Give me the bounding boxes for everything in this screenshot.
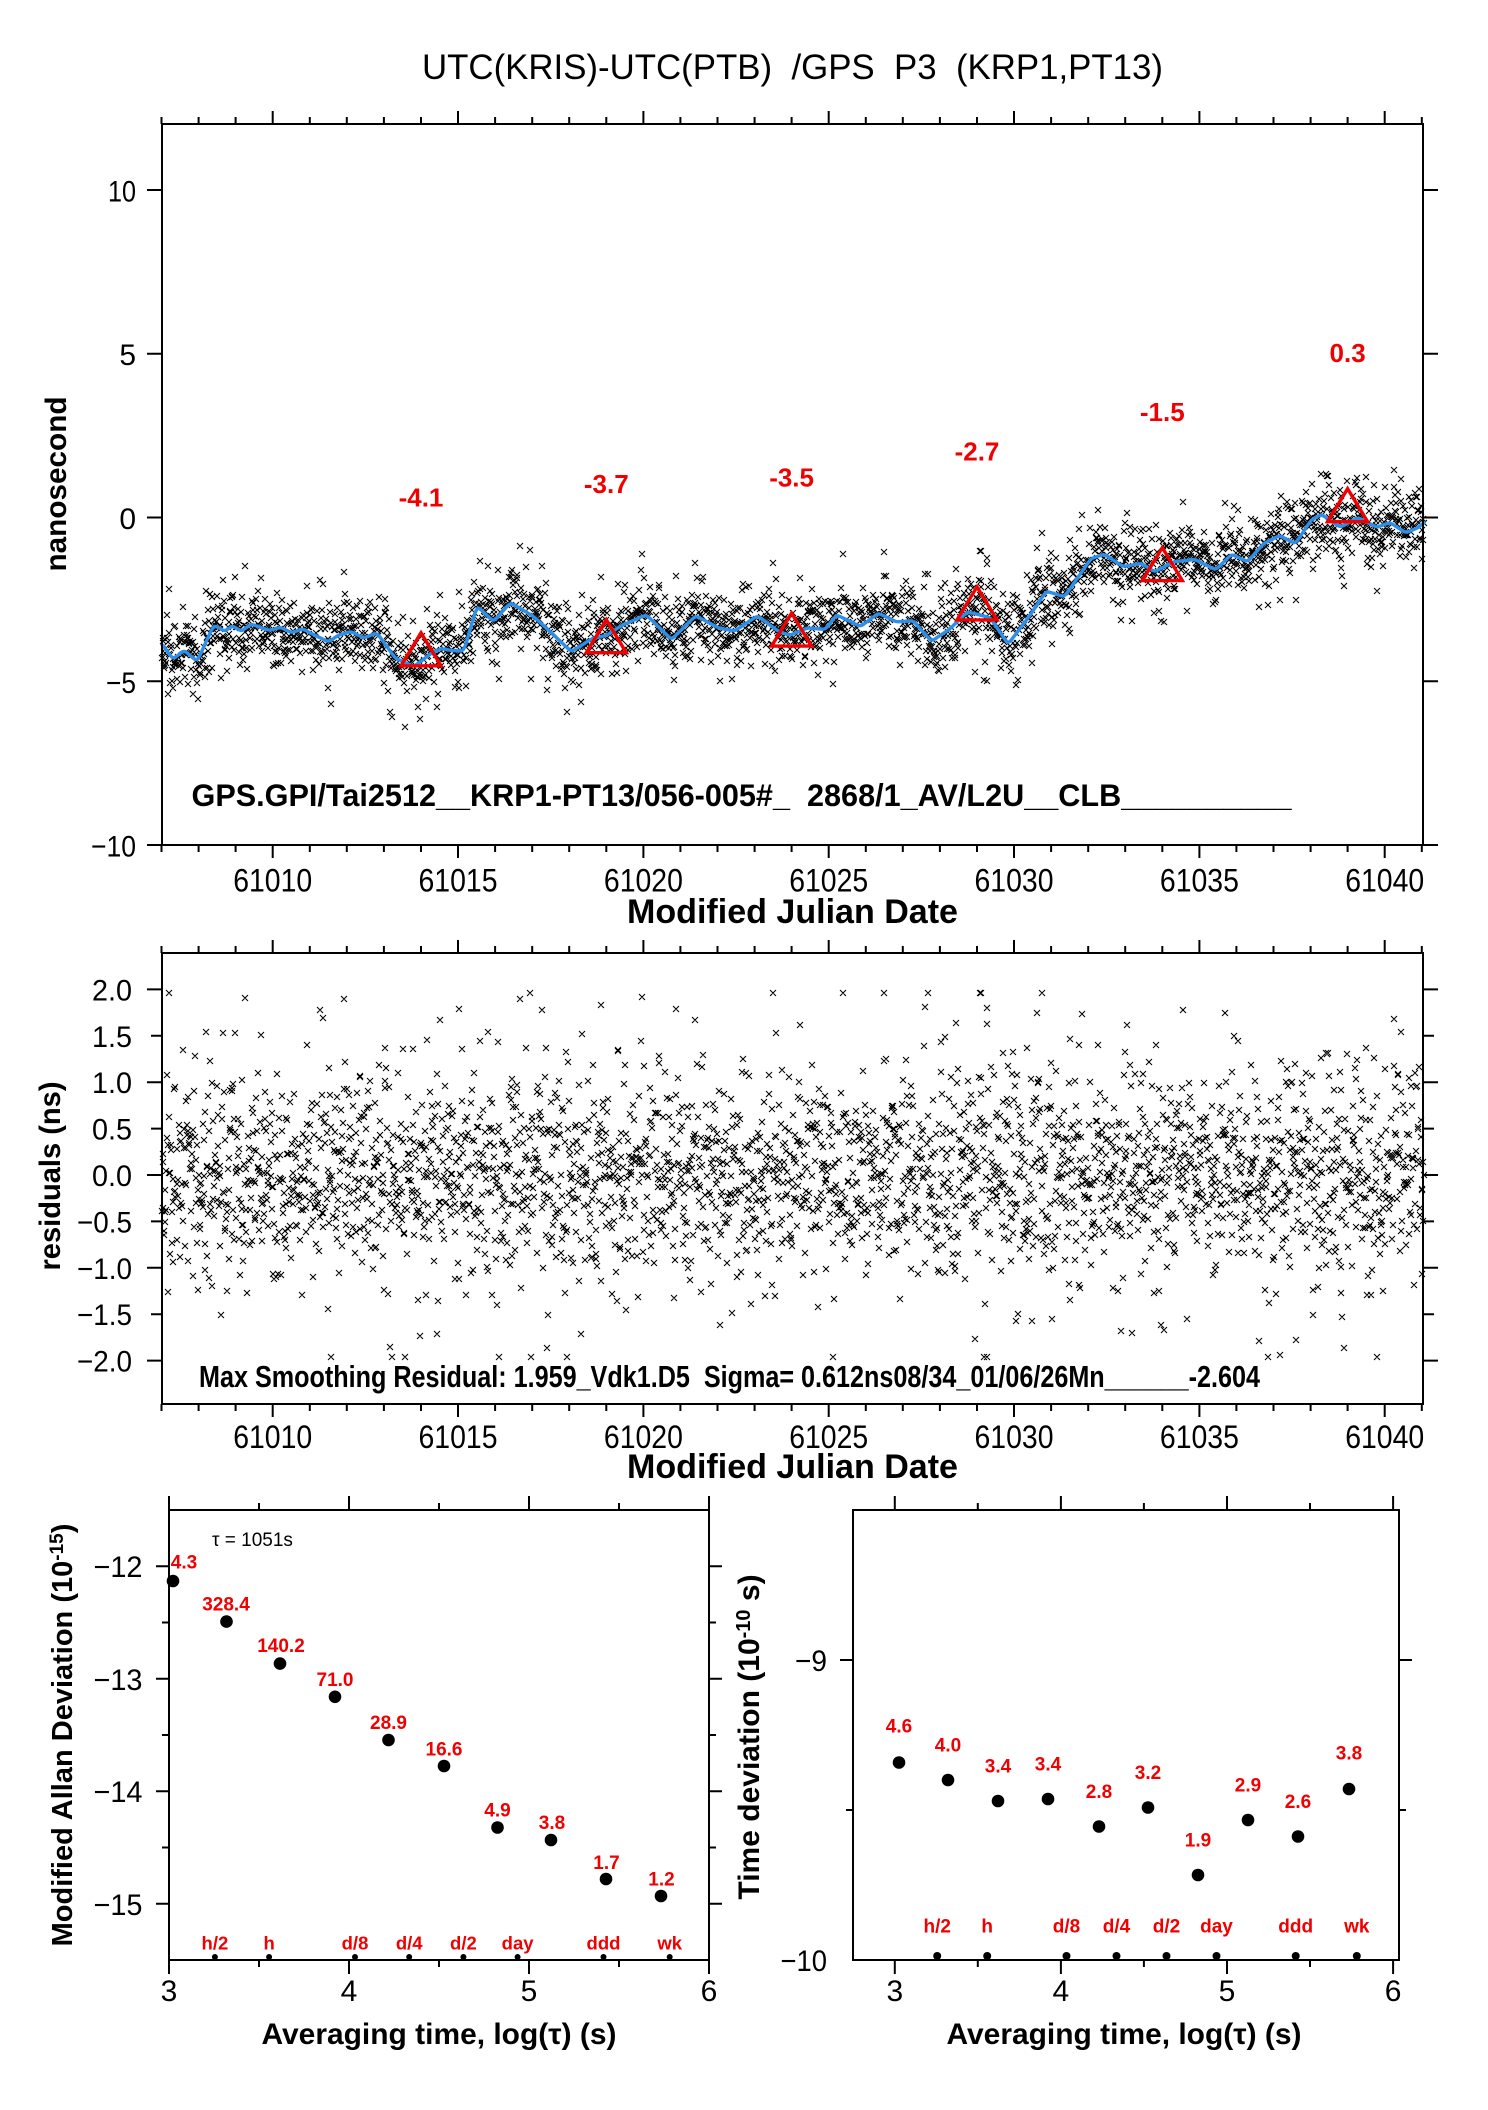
svg-text:0.0: 0.0 — [92, 1160, 132, 1193]
svg-text:3.4: 3.4 — [985, 1757, 1012, 1778]
svg-text:1.9: 1.9 — [1185, 1831, 1211, 1852]
svg-text:−10: −10 — [781, 1945, 828, 1978]
svg-text:0.3: 0.3 — [1330, 338, 1366, 368]
svg-text:4.9: 4.9 — [484, 1801, 510, 1822]
svg-text:61015: 61015 — [419, 863, 498, 899]
svg-text:−9: −9 — [795, 1645, 827, 1678]
svg-text:−13: −13 — [94, 1664, 143, 1697]
svg-text:−1.5: −1.5 — [77, 1299, 132, 1332]
svg-text:5: 5 — [1219, 1975, 1236, 2008]
svg-text:3.8: 3.8 — [1336, 1744, 1362, 1765]
svg-text:−2.0: −2.0 — [77, 1346, 132, 1379]
svg-text:1.7: 1.7 — [593, 1853, 619, 1874]
svg-text:−1.0: −1.0 — [77, 1253, 132, 1286]
svg-text:3.2: 3.2 — [1135, 1763, 1161, 1784]
svg-text:4: 4 — [1053, 1975, 1070, 2008]
svg-text:1.0: 1.0 — [92, 1067, 132, 1100]
svg-text:3.8: 3.8 — [539, 1813, 565, 1834]
svg-text:71.0: 71.0 — [317, 1670, 354, 1691]
svg-text:Averaging time, log(τ) (s): Averaging time, log(τ) (s) — [947, 2018, 1302, 2051]
svg-text:day: day — [502, 1933, 535, 1954]
svg-text:h/2: h/2 — [202, 1933, 229, 1954]
svg-text:Modified Allan Deviation (10-1: Modified Allan Deviation (10-15) — [47, 1524, 79, 1947]
svg-text:6: 6 — [701, 1975, 718, 2008]
svg-text:5: 5 — [521, 1975, 538, 2008]
svg-text:h/2: h/2 — [923, 1917, 950, 1938]
svg-text:28.9: 28.9 — [370, 1713, 407, 1734]
svg-text:nanosecond: nanosecond — [40, 397, 73, 572]
svg-text:day: day — [1200, 1917, 1233, 1938]
svg-text:61010: 61010 — [233, 1419, 312, 1455]
svg-text:2.0: 2.0 — [92, 974, 132, 1007]
svg-text:61040: 61040 — [1345, 863, 1424, 899]
svg-text:d/8: d/8 — [1053, 1917, 1080, 1938]
svg-text:Max Smoothing Residual: 1.959_: Max Smoothing Residual: 1.959_Vdk1.D5 Si… — [199, 1359, 1261, 1394]
svg-text:61035: 61035 — [1160, 863, 1239, 899]
svg-text:Averaging time, log(τ) (s): Averaging time, log(τ) (s) — [262, 2018, 617, 2051]
svg-text:4.6: 4.6 — [886, 1717, 912, 1738]
svg-text:d/2: d/2 — [1153, 1917, 1180, 1938]
svg-text:−14: −14 — [94, 1776, 143, 1809]
svg-text:4.0: 4.0 — [935, 1736, 961, 1757]
svg-text:2.8: 2.8 — [1086, 1782, 1112, 1803]
svg-text:wk: wk — [656, 1933, 682, 1954]
svg-text:GPS.GPI/Tai2512__KRP1-PT13/056: GPS.GPI/Tai2512__KRP1-PT13/056-005#_ 286… — [192, 777, 1292, 813]
svg-text:Modified Julian Date: Modified Julian Date — [627, 893, 958, 931]
svg-text:-3.5: -3.5 — [769, 463, 814, 493]
svg-text:5: 5 — [119, 339, 136, 372]
svg-text:1.2: 1.2 — [648, 1870, 674, 1891]
svg-text:−0.5: −0.5 — [77, 1206, 132, 1239]
svg-text:−10: −10 — [91, 831, 136, 864]
svg-text:0: 0 — [119, 503, 136, 536]
svg-text:d/4: d/4 — [396, 1933, 423, 1954]
svg-text:61030: 61030 — [975, 863, 1054, 899]
svg-text:1.5: 1.5 — [92, 1021, 132, 1054]
svg-text:61020: 61020 — [604, 863, 683, 899]
svg-text:2.9: 2.9 — [1235, 1776, 1261, 1797]
svg-text:Time deviation (10-10 s): Time deviation (10-10 s) — [733, 1574, 766, 1899]
svg-text:-3.7: -3.7 — [584, 469, 629, 499]
svg-text:61025: 61025 — [789, 1419, 868, 1455]
svg-text:−5: −5 — [106, 667, 136, 700]
svg-text:2.6: 2.6 — [1285, 1792, 1311, 1813]
svg-text:τ = 1051s: τ = 1051s — [212, 1530, 293, 1551]
svg-text:-4.1: -4.1 — [399, 482, 444, 512]
svg-text:UTC(KRIS)-UTC(PTB) /GPS P3: UTC(KRIS)-UTC(PTB) /GPS P3 (KRP1,PT13) — [422, 48, 1163, 87]
svg-text:−12: −12 — [94, 1551, 143, 1584]
svg-text:61025: 61025 — [789, 863, 868, 899]
svg-text:residuals (ns): residuals (ns) — [34, 1082, 67, 1271]
svg-text:61010: 61010 — [233, 863, 312, 899]
svg-text:3: 3 — [886, 1975, 903, 2008]
svg-text:d/4: d/4 — [1103, 1917, 1131, 1938]
svg-text:61040: 61040 — [1345, 1419, 1424, 1455]
svg-text:4: 4 — [341, 1975, 358, 2008]
svg-text:−15: −15 — [94, 1889, 143, 1922]
svg-text:ddd: ddd — [1278, 1917, 1313, 1938]
svg-text:10: 10 — [108, 176, 136, 209]
svg-text:61020: 61020 — [604, 1419, 683, 1455]
svg-text:140.2: 140.2 — [257, 1636, 305, 1657]
svg-text:0.5: 0.5 — [92, 1114, 132, 1147]
svg-text:61030: 61030 — [975, 1419, 1054, 1455]
svg-text:wk: wk — [1343, 1917, 1370, 1938]
svg-text:h: h — [263, 1933, 274, 1954]
svg-text:328.4: 328.4 — [202, 1595, 250, 1616]
svg-text:4.3: 4.3 — [171, 1553, 197, 1574]
svg-text:-1.5: -1.5 — [1140, 397, 1185, 427]
svg-text:3: 3 — [161, 1975, 178, 2008]
svg-text:d/2: d/2 — [450, 1933, 477, 1954]
svg-text:6: 6 — [1385, 1975, 1402, 2008]
svg-text:-2.7: -2.7 — [955, 436, 1000, 466]
svg-text:61015: 61015 — [419, 1419, 498, 1455]
svg-text:Modified Julian Date: Modified Julian Date — [627, 1448, 958, 1486]
svg-text:3.4: 3.4 — [1035, 1755, 1062, 1776]
svg-text:16.6: 16.6 — [426, 1740, 463, 1761]
svg-text:61035: 61035 — [1160, 1419, 1239, 1455]
svg-text:ddd: ddd — [587, 1933, 621, 1954]
svg-text:d/8: d/8 — [342, 1933, 369, 1954]
svg-text:h: h — [981, 1917, 993, 1938]
